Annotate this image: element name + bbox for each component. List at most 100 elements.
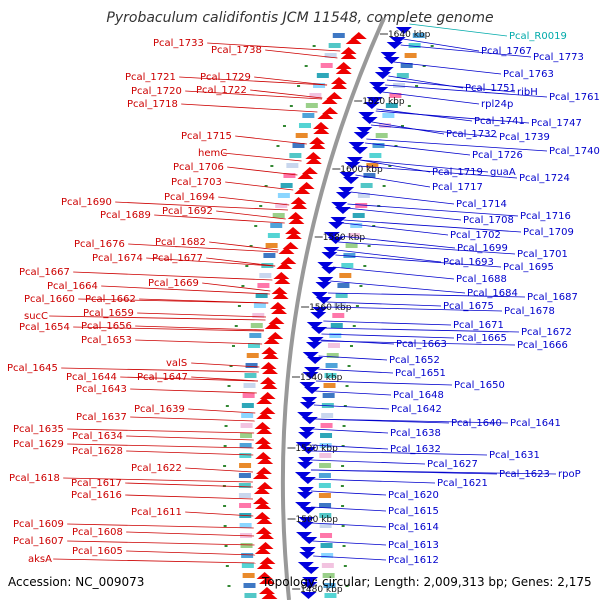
gene-label[interactable]: valS xyxy=(166,358,187,369)
gene-label[interactable]: Pcal_1716 xyxy=(520,211,571,222)
gene-label[interactable]: Pcal_1726 xyxy=(472,150,523,161)
gene-label[interactable]: Pcal_1672 xyxy=(521,327,572,338)
gene-label[interactable]: Pcal_1692 xyxy=(162,206,213,217)
gene-label[interactable]: Pcal_1644 xyxy=(66,372,117,383)
gene-label[interactable]: Pcal_1654 xyxy=(19,322,70,333)
gene-label[interactable]: Pcal_1674 xyxy=(92,253,143,264)
gene-label[interactable]: Pcal_1702 xyxy=(450,230,501,241)
gene-label[interactable]: Pcal_1617 xyxy=(71,478,122,489)
gene-label[interactable]: Pcal_1721 xyxy=(125,72,176,83)
gene-label[interactable]: Pcal_1615 xyxy=(388,506,439,517)
gene-label[interactable]: Pcal_1639 xyxy=(134,404,185,415)
gene-label[interactable]: Pcal_1647 xyxy=(137,372,188,383)
gene-label[interactable]: Pcal_1618 xyxy=(9,473,60,484)
gene-label[interactable]: Pcal_1652 xyxy=(389,355,440,366)
gene-label[interactable]: Pcal_1729 xyxy=(200,72,251,83)
gene-label[interactable]: Pcal_1616 xyxy=(71,490,122,501)
gene-label[interactable]: Pcal_1621 xyxy=(437,478,488,489)
gene-label[interactable]: Pcal_1645 xyxy=(7,363,58,374)
gene-label[interactable]: Pcal_1609 xyxy=(13,519,64,530)
gene-label[interactable]: Pcal_1688 xyxy=(456,274,507,285)
gene-label[interactable]: Pcal_1677 xyxy=(152,253,203,264)
gene-label[interactable]: Pcal_1717 xyxy=(432,182,483,193)
gene-label[interactable]: Pcal_1678 xyxy=(504,306,555,317)
gene-label[interactable]: Pcal_1608 xyxy=(72,527,123,538)
gene-label[interactable]: Pcal_1650 xyxy=(454,380,505,391)
gene-label[interactable]: Pcal_1667 xyxy=(19,267,70,278)
gene-label[interactable]: Pcal_1660 xyxy=(24,294,75,305)
gene-label[interactable]: Pcal_1720 xyxy=(131,86,182,97)
gene-label[interactable]: Pcal_1689 xyxy=(100,210,151,221)
gene-label[interactable]: Pcal_1627 xyxy=(427,459,478,470)
gene-label[interactable]: Pcal_1714 xyxy=(456,199,507,210)
gene-label[interactable]: Pcal_1620 xyxy=(388,490,439,501)
gene-label[interactable]: Pcal_1741 xyxy=(474,116,525,127)
gene-label[interactable]: Pcal_1648 xyxy=(393,390,444,401)
gene-label[interactable]: Pcal_1761 xyxy=(549,92,600,103)
gene-label[interactable]: sucC xyxy=(24,311,48,322)
gene-label[interactable]: hemC xyxy=(198,148,227,159)
gene-label[interactable]: Pcal_1675 xyxy=(443,301,494,312)
gene-label[interactable]: Pcal_1628 xyxy=(72,446,123,457)
gene-label[interactable]: Pcal_1671 xyxy=(453,320,504,331)
gene-label[interactable]: Pcal_1666 xyxy=(517,340,568,351)
gene-label[interactable]: Pcal_1665 xyxy=(456,333,507,344)
gene-label[interactable]: Pcal_1653 xyxy=(81,335,132,346)
gene-label[interactable]: Pcal_1709 xyxy=(523,227,574,238)
gene-label[interactable]: Pcal_1612 xyxy=(388,555,439,566)
gene-label[interactable]: Pcal_1659 xyxy=(83,308,134,319)
gene-label[interactable]: Pcal_1693 xyxy=(443,257,494,268)
gene-label[interactable]: Pcal_1663 xyxy=(396,339,447,350)
gene-label[interactable]: Pcal_1690 xyxy=(61,197,112,208)
gene-label[interactable]: Pcal_1724 xyxy=(519,173,570,184)
gene-label[interactable]: rpoP xyxy=(558,469,581,480)
gene-label[interactable]: Pcal_1751 xyxy=(465,83,516,94)
gene-label[interactable]: ribH xyxy=(517,87,538,98)
gene-label[interactable]: aksA xyxy=(28,554,52,565)
gene-label[interactable]: Pcal_1631 xyxy=(489,450,540,461)
gene-label[interactable]: rpl24p xyxy=(481,99,513,110)
gene-label[interactable]: Pcal_1623 xyxy=(499,469,550,480)
gene-label[interactable]: Pcal_1676 xyxy=(74,239,125,250)
gene-label[interactable]: Pcal_1773 xyxy=(533,52,584,63)
gene-label[interactable]: Pcal_1669 xyxy=(148,278,199,289)
gene-label[interactable]: Pcal_1733 xyxy=(153,38,204,49)
gene-label[interactable]: Pcal_1722 xyxy=(196,85,247,96)
gene-label[interactable]: Pcal_1694 xyxy=(164,192,215,203)
gene-label[interactable]: Pcal_1640 xyxy=(451,418,502,429)
gene-label[interactable]: Pcal_1664 xyxy=(47,281,98,292)
gene-label[interactable]: Pcal_1605 xyxy=(72,546,123,557)
gene-label[interactable]: Pcal_1706 xyxy=(173,162,224,173)
gene-label[interactable]: Pcal_1662 xyxy=(85,294,136,305)
gene-label[interactable]: Pcal_1738 xyxy=(211,45,262,56)
gene-label[interactable]: Pcal_1767 xyxy=(481,46,532,57)
gene-label[interactable]: Pcal_1703 xyxy=(171,177,222,188)
gene-label[interactable]: Pcal_1718 xyxy=(127,99,178,110)
gene-label[interactable]: Pcal_1747 xyxy=(531,118,582,129)
rna-label[interactable]: Pcal_R0019 xyxy=(509,31,567,42)
gene-label[interactable]: Pcal_1607 xyxy=(13,536,64,547)
gene-label[interactable]: Pcal_1719 xyxy=(432,167,483,178)
gene-label[interactable]: Pcal_1641 xyxy=(510,418,561,429)
gene-label[interactable]: Pcal_1739 xyxy=(499,132,550,143)
gene-label[interactable]: Pcal_1715 xyxy=(181,131,232,142)
gene-label[interactable]: Pcal_1611 xyxy=(131,507,182,518)
gene-label[interactable]: Pcal_1629 xyxy=(13,439,64,450)
gene-label[interactable]: Pcal_1614 xyxy=(388,522,439,533)
gene-label[interactable]: Pcal_1684 xyxy=(467,288,518,299)
gene-label[interactable]: Pcal_1763 xyxy=(503,69,554,80)
gene-label[interactable]: Pcal_1634 xyxy=(72,431,123,442)
gene-label[interactable]: Pcal_1642 xyxy=(391,404,442,415)
gene-label[interactable]: Pcal_1632 xyxy=(390,444,441,455)
gene-label[interactable]: Pcal_1656 xyxy=(81,321,132,332)
gene-label[interactable]: Pcal_1651 xyxy=(395,368,446,379)
gene-label[interactable]: Pcal_1701 xyxy=(517,249,568,260)
gene-label[interactable]: Pcal_1613 xyxy=(388,540,439,551)
gene-label[interactable]: Pcal_1637 xyxy=(76,412,127,423)
gene-label[interactable]: Pcal_1635 xyxy=(13,424,64,435)
gene-label[interactable]: Pcal_1708 xyxy=(463,215,514,226)
gene-label[interactable]: Pcal_1638 xyxy=(390,428,441,439)
gene-label[interactable]: guaA xyxy=(490,167,516,178)
gene-label[interactable]: Pcal_1687 xyxy=(527,292,578,303)
gene-label[interactable]: Pcal_1682 xyxy=(155,237,206,248)
